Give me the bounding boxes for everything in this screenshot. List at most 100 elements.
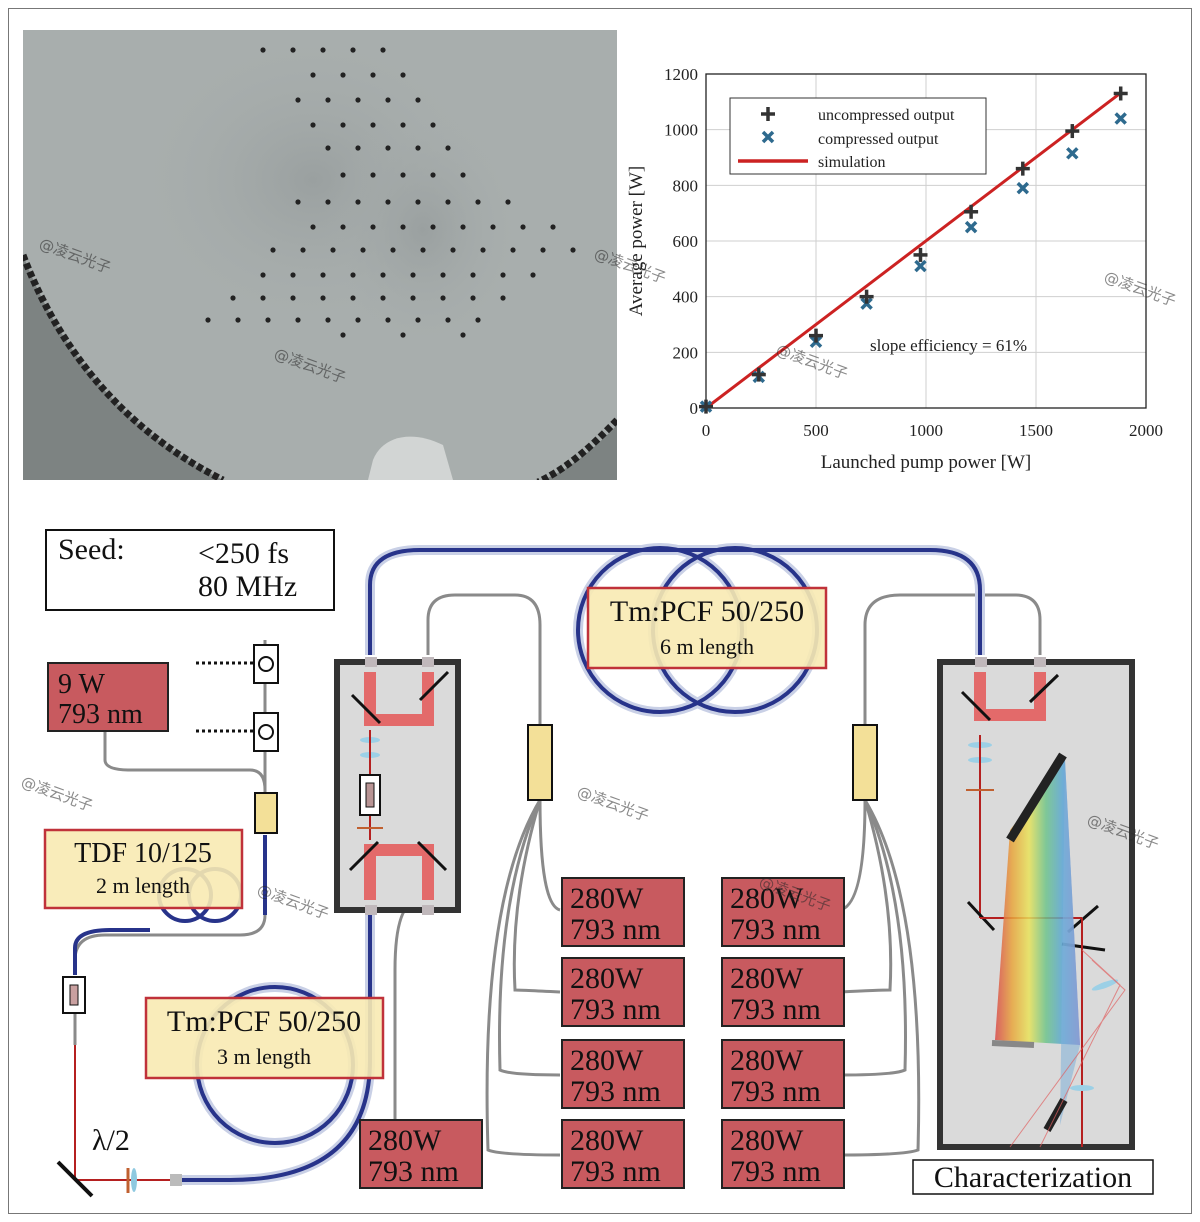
pump-power: 280W <box>730 1044 804 1077</box>
air-hole <box>400 72 406 78</box>
air-hole <box>260 272 266 278</box>
y-tick-labels: 0 200 400 600 800 1000 1200 <box>664 65 698 418</box>
air-hole <box>400 172 406 178</box>
pump-power: 280W <box>730 962 804 995</box>
pump-power: 280W <box>730 1124 804 1157</box>
air-hole <box>295 97 301 103</box>
y-tick-label: 1200 <box>664 65 698 84</box>
air-hole <box>570 247 576 253</box>
x-tick-label: 0 <box>702 421 711 440</box>
air-hole <box>355 97 361 103</box>
pcf6-label-box <box>586 586 828 670</box>
air-hole <box>330 247 336 253</box>
air-hole <box>460 332 466 338</box>
air-hole <box>415 317 421 323</box>
legend-uncompressed-marker <box>761 107 775 121</box>
air-hole <box>270 247 276 253</box>
air-hole <box>320 47 326 53</box>
pump-power: 280W <box>368 1124 442 1157</box>
air-hole <box>430 122 436 128</box>
pump-wavelength: 793 nm <box>570 1075 661 1108</box>
air-hole <box>350 295 356 301</box>
seed-pulse: <250 fs <box>198 537 289 570</box>
y-tick-label: 800 <box>673 176 699 195</box>
amplifier-housing <box>334 657 461 915</box>
legend: uncompressed output compressed output si… <box>729 97 987 175</box>
air-hole <box>290 295 296 301</box>
x-tick-label: 2000 <box>1129 421 1163 440</box>
x-axis-label: Launched pump power [W] <box>821 452 1032 473</box>
y-tick-label: 600 <box>673 232 699 251</box>
free-space-beam <box>56 1045 182 1198</box>
y-tick-label: 0 <box>690 399 699 418</box>
seed-label: Seed: <box>58 533 125 566</box>
pump-power: 280W <box>570 1044 644 1077</box>
air-hole <box>385 317 391 323</box>
air-hole <box>380 272 386 278</box>
air-hole <box>340 122 346 128</box>
figure-frame <box>8 8 1192 1214</box>
air-hole <box>410 272 416 278</box>
simulation-line <box>705 90 1123 410</box>
legend-compressed-label: compressed output <box>818 131 939 148</box>
air-hole <box>325 199 331 205</box>
air-hole <box>385 97 391 103</box>
pump-power: 280W <box>570 962 644 995</box>
legend-compressed-marker <box>761 130 775 144</box>
x-tick-label: 1000 <box>909 421 943 440</box>
legend-uncompressed-label: uncompressed output <box>818 107 955 124</box>
air-hole <box>400 122 406 128</box>
air-hole <box>390 247 396 253</box>
air-hole <box>500 295 506 301</box>
air-hole <box>380 295 386 301</box>
pump-wavelength: 793 nm <box>368 1155 459 1188</box>
air-hole <box>505 199 511 205</box>
legend-simulation-label: simulation <box>818 154 886 171</box>
air-hole <box>400 224 406 230</box>
half-wave-plate-label: λ/2 <box>92 1124 130 1157</box>
uncompressed-point <box>1065 124 1080 139</box>
pump-power: 280W <box>730 882 804 915</box>
pump-wavelength: 793 nm <box>570 913 661 946</box>
air-hole <box>380 47 386 53</box>
air-hole <box>325 145 331 151</box>
air-hole <box>290 47 296 53</box>
uncompressed-point <box>1015 161 1030 176</box>
air-hole <box>260 295 266 301</box>
combiner-icon <box>527 724 553 801</box>
pcf3-type: Tm:PCF 50/250 <box>167 1005 361 1038</box>
air-hole <box>440 295 446 301</box>
air-hole <box>260 47 266 53</box>
pump-wavelength: 793 nm <box>570 1155 661 1188</box>
uncompressed-point <box>751 367 766 382</box>
y-axis-label: Average power [W] <box>626 166 647 317</box>
characterization-label: Characterization <box>934 1161 1132 1194</box>
air-hole <box>235 317 241 323</box>
air-hole <box>470 295 476 301</box>
uncompressed-point <box>809 328 823 343</box>
y-tick-label: 200 <box>673 343 699 362</box>
air-hole <box>310 122 316 128</box>
air-hole <box>325 97 331 103</box>
air-hole <box>430 224 436 230</box>
compressed-point <box>964 220 978 234</box>
tdf-length: 2 m length <box>96 873 190 898</box>
x-tick-label: 500 <box>803 421 829 440</box>
chart-markers <box>699 86 1128 414</box>
air-hole <box>415 97 421 103</box>
plot-area <box>705 73 1147 409</box>
uncompressed-point <box>859 289 874 304</box>
air-hole <box>420 247 426 253</box>
isolator-icon <box>196 644 279 684</box>
pcf3-label-box <box>144 996 385 1080</box>
laser-setup-diagram: Seed: <250 fs 80 MHz 9 W 793 nm TDF 10/1… <box>43 529 1154 1198</box>
uncompressed-point <box>1113 86 1128 101</box>
air-hole <box>300 247 306 253</box>
air-hole <box>445 317 451 323</box>
x-tick-label: 1500 <box>1019 421 1053 440</box>
